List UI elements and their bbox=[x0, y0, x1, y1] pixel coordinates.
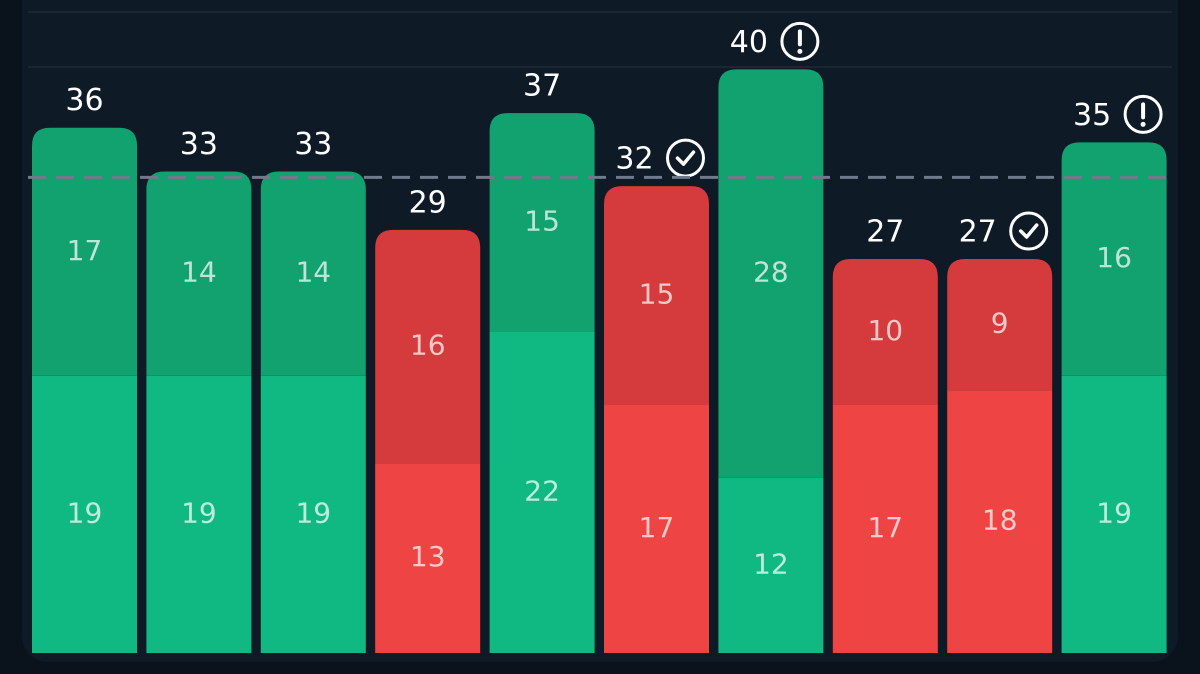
segment-label: 13 bbox=[410, 540, 446, 573]
segment-label: 17 bbox=[639, 511, 675, 544]
segment-label: 15 bbox=[524, 205, 560, 238]
bar-segment bbox=[489, 332, 595, 653]
bar-segment bbox=[146, 375, 252, 653]
segment-label: 18 bbox=[982, 504, 1018, 537]
segment-label: 22 bbox=[524, 475, 560, 508]
total-label: 33 bbox=[180, 127, 218, 162]
segment-label: 12 bbox=[753, 547, 789, 580]
bar-segment bbox=[375, 463, 481, 653]
total-label: 33 bbox=[294, 127, 332, 162]
segment-label: 14 bbox=[181, 256, 217, 289]
status-icon bbox=[1009, 211, 1049, 251]
total-label: 40 bbox=[730, 25, 768, 60]
check-mark bbox=[1018, 223, 1039, 239]
segment-label: 19 bbox=[181, 496, 217, 529]
segment-label: 16 bbox=[1096, 241, 1132, 274]
segment-label: 9 bbox=[991, 307, 1009, 340]
bar-segment bbox=[832, 404, 938, 653]
bar-segment bbox=[375, 229, 481, 464]
bar-segment bbox=[32, 375, 137, 653]
status-icon bbox=[780, 21, 820, 61]
segment-label: 17 bbox=[867, 511, 903, 544]
segment-label: 19 bbox=[295, 496, 331, 529]
bar-segment bbox=[1061, 142, 1167, 376]
bar-segment bbox=[260, 375, 366, 653]
alert-dot bbox=[1140, 121, 1146, 127]
bar-segment bbox=[32, 127, 137, 376]
total-label: 27 bbox=[959, 215, 997, 250]
bar-segment bbox=[604, 404, 709, 653]
bar-segment bbox=[718, 477, 824, 653]
bar-segment bbox=[604, 186, 709, 405]
total-label: 35 bbox=[1073, 98, 1111, 133]
bar-segment bbox=[146, 171, 252, 376]
bar-segment bbox=[718, 69, 824, 478]
total-label: 32 bbox=[615, 142, 653, 177]
segment-label: 15 bbox=[639, 278, 675, 311]
total-label: 37 bbox=[523, 69, 561, 104]
total-label: 29 bbox=[409, 185, 447, 220]
status-icon bbox=[1123, 94, 1163, 134]
alert-dot bbox=[797, 48, 803, 54]
bar-segment bbox=[947, 390, 1053, 653]
bar-segment bbox=[260, 171, 366, 376]
total-label: 27 bbox=[866, 215, 904, 250]
total-label: 36 bbox=[65, 83, 103, 118]
bar-segment bbox=[832, 259, 938, 405]
segment-label: 16 bbox=[410, 329, 446, 362]
check-mark bbox=[675, 150, 696, 166]
segment-label: 19 bbox=[67, 496, 103, 529]
segment-label: 10 bbox=[867, 314, 903, 347]
bar-segment bbox=[1061, 375, 1167, 653]
bar-segment bbox=[947, 259, 1053, 391]
segment-label: 28 bbox=[753, 256, 789, 289]
segment-label: 17 bbox=[67, 234, 103, 267]
segment-label: 19 bbox=[1096, 496, 1132, 529]
bar-segment bbox=[489, 113, 595, 333]
segment-label: 14 bbox=[295, 256, 331, 289]
